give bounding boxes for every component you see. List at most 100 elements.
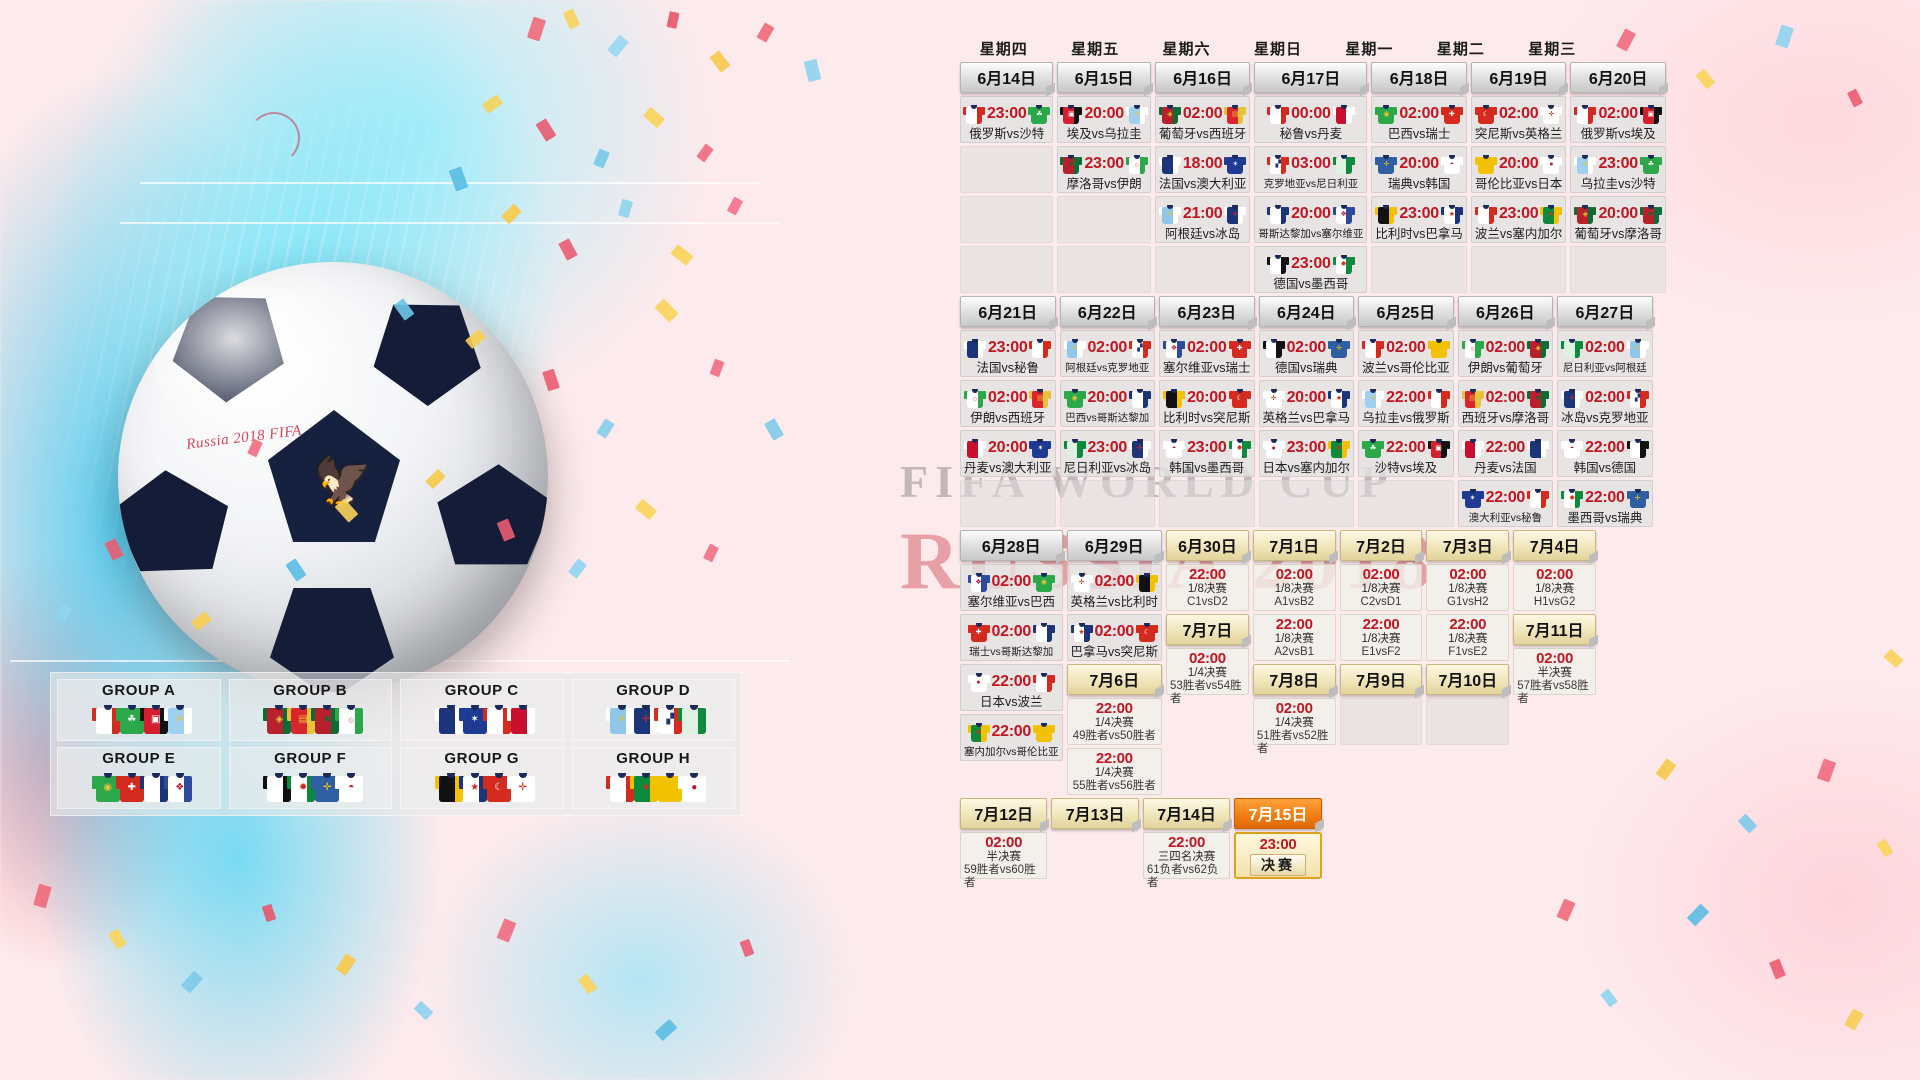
match-cell[interactable]: 20:00 ● 哥伦比亚vs日本 xyxy=(1470,146,1567,193)
match-cell[interactable]: ★ 23:00 ۞ 摩洛哥vs伊朗 xyxy=(1057,146,1151,193)
date-tab[interactable]: 6月26日 xyxy=(1457,296,1554,327)
knockout-match-cell[interactable]: 02:00 半决赛 57胜者vs58胜者 xyxy=(1513,648,1596,705)
match-cell[interactable]: ✚ 02:00 瑞士vs哥斯达黎加 xyxy=(960,614,1063,661)
match-cell[interactable]: 22:00 丹麦vs法国 xyxy=(1457,430,1554,477)
date-tab[interactable]: 6月14日 xyxy=(960,62,1054,93)
date-tab[interactable]: 7月12日 xyxy=(960,798,1048,829)
match-cell[interactable]: ★ 02:00 ☾ 巴拿马vs突尼斯 xyxy=(1066,614,1163,661)
knockout-match-cell[interactable]: 02:00 1/8决赛 H1vsG2 xyxy=(1513,564,1596,611)
date-tab[interactable]: 7月14日 xyxy=(1142,798,1231,829)
date-tab[interactable]: 7月9日 xyxy=(1339,664,1423,695)
date-tab[interactable]: 6月25日 xyxy=(1358,296,1454,327)
date-tab[interactable]: 6月18日 xyxy=(1371,62,1467,93)
match-cell[interactable]: 02:00 ▣ 俄罗斯vs埃及 xyxy=(1570,96,1666,143)
date-tab[interactable]: 6月16日 xyxy=(1154,62,1251,93)
match-cell[interactable]: 23:00 ☘ 俄罗斯vs沙特 xyxy=(960,96,1054,143)
knockout-match-cell[interactable]: 02:00 半决赛 59胜者vs60胜者 xyxy=(960,832,1048,889)
match-cell[interactable]: 00:00 秘鲁vs丹麦 xyxy=(1254,96,1368,143)
match-cell[interactable]: ★ 22:00 塞内加尔vs哥伦比亚 xyxy=(960,714,1063,761)
match-cell[interactable]: 18:00 ✶ 法国vs澳大利亚 xyxy=(1154,146,1251,193)
match-cell[interactable]: ▣ 20:00 ☀ 埃及vs乌拉圭 xyxy=(1057,96,1151,143)
match-cell[interactable]: ❖ 02:00 ✚ 塞尔维亚vs瑞士 xyxy=(1159,330,1255,377)
knockout-match-cell[interactable]: 02:00 1/8决赛 C2vsD1 xyxy=(1339,564,1423,611)
date-tab[interactable]: 6月15日 xyxy=(1057,62,1151,93)
match-cell[interactable]: 20:00 ✶ 丹麦vs澳大利亚 xyxy=(960,430,1056,477)
date-tab[interactable]: 6月29日 xyxy=(1066,530,1163,561)
match-cell[interactable]: ✛ 02:00 英格兰vs比利时 xyxy=(1066,564,1163,611)
match-cell[interactable]: 02:00 ☀ 尼日利亚vs阿根廷 xyxy=(1557,330,1653,377)
match-cell[interactable]: ● 22:00 日本vs波兰 xyxy=(960,664,1063,711)
group-box-g[interactable]: GROUP G ★ ☾ ✛ xyxy=(400,747,564,809)
knockout-match-cell[interactable]: 22:00 1/4决赛 55胜者vs56胜者 xyxy=(1066,748,1163,795)
match-cell[interactable]: ◓ 23:00 ✹ 韩国vs墨西哥 xyxy=(1159,430,1255,477)
date-tab[interactable]: 7月6日 xyxy=(1066,664,1163,695)
group-box-c[interactable]: GROUP C ✶ xyxy=(400,679,564,741)
match-cell[interactable]: 23:00 ★ 比利时vs巴拿马 xyxy=(1371,196,1467,243)
match-cell[interactable]: ◉ 02:00 ✚ 巴西vs瑞士 xyxy=(1371,96,1467,143)
date-tab[interactable]: 7月13日 xyxy=(1051,798,1139,829)
match-cell[interactable]: ✛ 02:00 ▞ 冰岛vs克罗地亚 xyxy=(1557,380,1653,427)
match-cell[interactable]: 20:00 ☾ 比利时vs突尼斯 xyxy=(1159,380,1255,427)
match-cell[interactable]: ✛ 20:00 ★ 英格兰vs巴拿马 xyxy=(1258,380,1355,427)
match-cell[interactable]: ۞ 02:00 ▤ 伊朗vs西班牙 xyxy=(960,380,1056,427)
match-cell[interactable]: ☾ 02:00 ✛ 突尼斯vs英格兰 xyxy=(1470,96,1567,143)
date-tab[interactable]: 6月23日 xyxy=(1159,296,1255,327)
knockout-match-cell[interactable]: 22:00 1/8决赛 F1vsE2 xyxy=(1426,614,1510,661)
date-tab[interactable]: 6月30日 xyxy=(1166,530,1249,561)
match-cell[interactable]: ☀ 23:00 ☘ 乌拉圭vs沙特 xyxy=(1570,146,1666,193)
date-tab[interactable]: 6月27日 xyxy=(1557,296,1653,327)
date-tab[interactable]: 7月4日 xyxy=(1513,530,1596,561)
match-cell[interactable]: 20:00 ❖ 哥斯达黎加vs塞尔维亚 xyxy=(1254,196,1368,243)
match-cell[interactable]: ✛ 20:00 ◓ 瑞典vs韩国 xyxy=(1371,146,1467,193)
date-tab[interactable]: 7月15日 xyxy=(1234,798,1322,829)
match-cell[interactable]: ۞ 02:00 ◈ 伊朗vs葡萄牙 xyxy=(1457,330,1554,377)
knockout-match-cell[interactable]: 02:00 1/8决赛 A1vsB2 xyxy=(1252,564,1336,611)
match-cell[interactable]: ◈ 20:00 ★ 葡萄牙vs摩洛哥 xyxy=(1570,196,1666,243)
match-cell[interactable]: ☀ 22:00 乌拉圭vs俄罗斯 xyxy=(1358,380,1454,427)
date-tab[interactable]: 6月22日 xyxy=(1059,296,1156,327)
knockout-match-cell[interactable]: 02:00 1/4决赛 51胜者vs52胜者 xyxy=(1252,698,1336,755)
date-tab[interactable]: 6月24日 xyxy=(1258,296,1355,327)
knockout-match-cell[interactable]: 02:00 1/4决赛 53胜者vs54胜者 xyxy=(1166,648,1249,705)
match-cell[interactable]: ☀ 02:00 ▞ 阿根廷vs克罗地亚 xyxy=(1059,330,1156,377)
match-cell[interactable]: 02:00 波兰vs哥伦比亚 xyxy=(1358,330,1454,377)
match-cell[interactable]: 23:00 ✹ 德国vs墨西哥 xyxy=(1254,246,1368,293)
knockout-match-cell[interactable]: 22:00 1/8决赛 A2vsB1 xyxy=(1252,614,1336,661)
date-tab[interactable]: 6月21日 xyxy=(960,296,1056,327)
final-match-cell[interactable]: 23:00 决赛 xyxy=(1234,832,1322,879)
date-tab[interactable]: 7月3日 xyxy=(1426,530,1510,561)
knockout-match-cell[interactable]: 02:00 1/8决赛 G1vsH2 xyxy=(1426,564,1510,611)
group-box-e[interactable]: GROUP E ◉ ✚ ❖ xyxy=(57,747,221,809)
date-tab[interactable]: 6月28日 xyxy=(960,530,1063,561)
match-cell[interactable]: ☀ 21:00 ✛ 阿根廷vs冰岛 xyxy=(1154,196,1251,243)
group-box-b[interactable]: GROUP B ◈ ▤ ★ ۞ xyxy=(228,679,392,741)
knockout-match-cell[interactable]: 22:00 1/8决赛 E1vsF2 xyxy=(1339,614,1423,661)
knockout-match-cell[interactable]: 22:00 1/8决赛 C1vsD2 xyxy=(1166,564,1249,611)
match-cell[interactable]: ✹ 22:00 ✛ 墨西哥vs瑞典 xyxy=(1557,480,1653,527)
match-cell[interactable]: 23:00 ✛ 尼日利亚vs冰岛 xyxy=(1059,430,1156,477)
match-cell[interactable]: 23:00 法国vs秘鲁 xyxy=(960,330,1056,377)
date-tab[interactable]: 7月10日 xyxy=(1426,664,1510,695)
date-tab[interactable]: 7月2日 xyxy=(1339,530,1423,561)
match-cell[interactable]: ☘ 22:00 ▣ 沙特vs埃及 xyxy=(1358,430,1454,477)
match-cell[interactable]: ❖ 02:00 ◉ 塞尔维亚vs巴西 xyxy=(960,564,1063,611)
group-box-a[interactable]: GROUP A ☘ ▣ ☀ xyxy=(57,679,221,741)
date-tab[interactable]: 6月20日 xyxy=(1570,62,1666,93)
match-cell[interactable]: ◈ 02:00 ▤ 葡萄牙vs西班牙 xyxy=(1154,96,1251,143)
match-cell[interactable]: 23:00 ★ 波兰vs塞内加尔 xyxy=(1470,196,1567,243)
match-cell[interactable]: ▤ 02:00 ★ 西班牙vs摩洛哥 xyxy=(1457,380,1554,427)
date-tab[interactable]: 6月17日 xyxy=(1254,62,1368,93)
date-tab[interactable]: 7月8日 xyxy=(1252,664,1336,695)
group-box-h[interactable]: GROUP H ★ ● xyxy=(571,747,735,809)
date-tab[interactable]: 7月11日 xyxy=(1513,614,1596,645)
match-cell[interactable]: 02:00 ✛ 德国vs瑞典 xyxy=(1258,330,1355,377)
group-box-f[interactable]: GROUP F ✹ ✛ ◓ xyxy=(228,747,392,809)
match-cell[interactable]: ▞ 03:00 克罗地亚vs尼日利亚 xyxy=(1254,146,1368,193)
knockout-match-cell[interactable]: 22:00 1/4决赛 49胜者vs50胜者 xyxy=(1066,698,1163,745)
knockout-match-cell[interactable]: 22:00 三四名决赛 61负者vs62负者 xyxy=(1142,832,1231,889)
group-box-d[interactable]: GROUP D ☀ ✛ ▞ xyxy=(571,679,735,741)
match-cell[interactable]: ◓ 22:00 韩国vs德国 xyxy=(1557,430,1653,477)
date-tab[interactable]: 6月19日 xyxy=(1470,62,1567,93)
date-tab[interactable]: 7月1日 xyxy=(1252,530,1336,561)
match-cell[interactable]: ● 23:00 ★ 日本vs塞内加尔 xyxy=(1258,430,1355,477)
